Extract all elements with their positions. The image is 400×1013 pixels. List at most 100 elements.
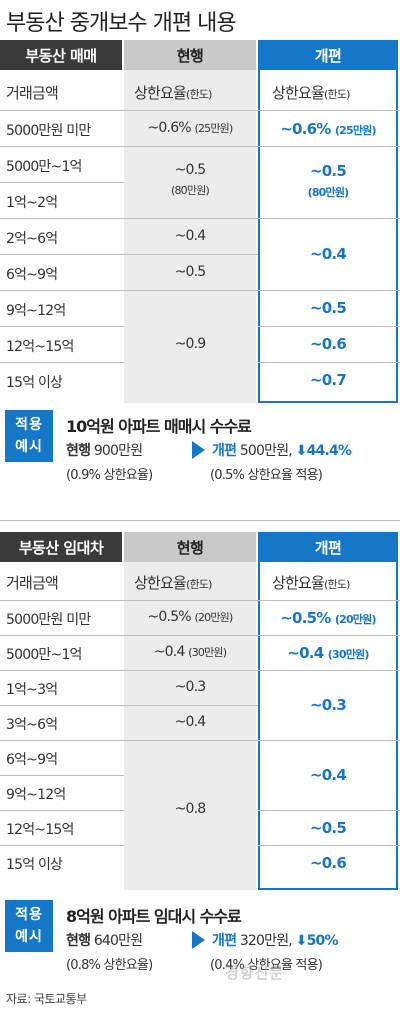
row-divider: [0, 326, 124, 327]
row-label: 5000만원 미만: [6, 612, 91, 628]
reform-rate: ~0.5: [310, 819, 347, 837]
reform-limit: (80만원): [307, 186, 350, 199]
row-label: 1억~2억: [6, 195, 58, 211]
row-label: 3억~6억: [6, 717, 58, 733]
row-label: 9억~12억: [6, 303, 66, 319]
reform-rate: ~0.5% (20만원): [280, 609, 376, 627]
arrow-right-icon: [192, 931, 205, 949]
row-divider: [0, 845, 124, 846]
row-divider: [258, 845, 400, 846]
example-reform: 개편 500만원, ⬇44.4%: [212, 443, 352, 459]
current-column-bg: [124, 70, 256, 403]
table-header-current: 현행: [124, 40, 256, 70]
down-arrow-icon: ⬇: [295, 443, 308, 459]
row-divider: [258, 810, 400, 811]
sale-example: 적용 예시 10억원 아파트 매매시 수수료 현행 900만원 개편 500만원,…: [0, 408, 400, 503]
reform-column-frame: [258, 70, 398, 403]
row-label: 15억 이상: [6, 375, 63, 391]
current-limit: (80만원): [170, 184, 210, 197]
subheader-reform: 상한요율(한도): [272, 84, 350, 102]
row-label: 9억~12억: [6, 787, 66, 803]
example-title: 10억원 아파트 매매시 수수료: [66, 417, 252, 436]
row-divider: [0, 775, 124, 776]
reform-rate: ~0.6: [310, 335, 347, 353]
reform-rate: ~0.6: [310, 854, 347, 872]
row-label: 12억~15억: [6, 339, 74, 355]
example-badge: 적용 예시: [5, 900, 53, 952]
example-badge: 적용 예시: [5, 410, 53, 462]
row-divider: [0, 254, 258, 255]
row-label: 5000만~1억: [6, 647, 82, 663]
row-divider: [258, 326, 400, 327]
section-divider: [0, 520, 400, 521]
reform-rate: ~0.4: [310, 245, 347, 263]
reform-rate: ~0.3: [310, 696, 347, 714]
row-divider: [0, 740, 400, 741]
row-divider: [0, 182, 124, 183]
current-rate: ~0.5: [174, 162, 207, 178]
example-reform: 개편 320만원, ⬇50%: [212, 933, 338, 949]
table-header-reform: 개편: [258, 40, 398, 70]
row-divider: [0, 705, 258, 706]
row-label: 15억 이상: [6, 857, 63, 873]
table-header-type: 부동산 매매: [0, 40, 124, 70]
current-rate: ~0.4: [174, 228, 207, 244]
row-label: 5000만원 미만: [6, 123, 91, 139]
lease-fee-table: 부동산 임대차 현행 개편 거래금액 상한요율(한도) 상한요율(한도) 500…: [0, 532, 400, 890]
example-reform-note: (0.5% 상한요율 적용): [210, 468, 323, 483]
source-note: 자료: 국토교통부: [6, 992, 87, 1006]
lease-example: 적용 예시 8억원 아파트 임대시 수수료 현행 640만원 개편 320만원, …: [0, 898, 400, 988]
subheader-amount: 거래금액: [6, 574, 59, 592]
current-rate: ~0.6% (25만원): [147, 120, 234, 136]
current-rate: ~0.5% (20만원): [147, 609, 234, 625]
example-title: 8억원 아파트 임대시 수수료: [66, 907, 242, 926]
row-divider: [0, 635, 400, 636]
row-label: 5000만~1억: [6, 159, 82, 175]
row-divider: [258, 362, 400, 363]
current-column-bg: [124, 562, 256, 890]
reform-column-frame: [258, 562, 398, 890]
reform-rate: ~0.5: [310, 299, 347, 317]
example-current: 현행 640만원: [66, 933, 143, 949]
current-rate: ~0.4: [174, 714, 207, 730]
row-divider: [0, 110, 400, 111]
example-current-note: (0.9% 상한요율): [66, 468, 153, 483]
arrow-right-icon: [192, 441, 205, 459]
current-rate: ~0.9: [174, 336, 207, 352]
reform-rate: ~0.4 (30만원): [287, 644, 369, 662]
reform-rate: ~0.7: [310, 371, 347, 389]
subheader-current: 상한요율(한도): [134, 574, 212, 592]
row-divider: [0, 670, 400, 671]
example-current: 현행 900만원: [66, 443, 143, 459]
current-rate: ~0.8: [174, 801, 207, 817]
row-divider: [0, 810, 124, 811]
reform-rate: ~0.4: [310, 766, 347, 784]
reform-rate: ~0.6% (25만원): [280, 120, 376, 138]
row-divider: [0, 146, 400, 147]
down-arrow-icon: ⬇: [295, 933, 308, 949]
row-divider: [0, 362, 124, 363]
current-rate: ~0.5: [174, 264, 207, 280]
row-label: 12억~15억: [6, 822, 74, 838]
row-label: 2억~6억: [6, 231, 58, 247]
reform-rate: ~0.5: [310, 162, 347, 180]
row-label: 6억~9억: [6, 267, 58, 283]
row-divider: [0, 600, 400, 601]
sale-fee-table: 부동산 매매 현행 개편 거래금액 상한요율(한도) 상한요율(한도) 5000…: [0, 40, 400, 403]
subheader-reform: 상한요율(한도): [272, 574, 350, 592]
subheader-amount: 거래금액: [6, 84, 59, 102]
page-title: 부동산 중개보수 개편 내용: [6, 11, 237, 36]
subheader-current: 상한요율(한도): [134, 84, 212, 102]
row-divider: [0, 290, 400, 291]
row-label: 1억~3억: [6, 682, 58, 698]
current-rate: ~0.3: [174, 679, 207, 695]
current-rate: ~0.4 (30만원): [153, 644, 227, 660]
table-header-type: 부동산 임대차: [0, 532, 124, 562]
row-label: 6억~9억: [6, 752, 58, 768]
table-header-current: 현행: [124, 532, 256, 562]
row-divider: [0, 218, 400, 219]
table-header-reform: 개편: [258, 532, 398, 562]
publisher-watermark: 경향신문: [225, 964, 285, 982]
example-reform-note: (0.4% 상한요율 적용): [210, 958, 323, 973]
example-current-note: (0.8% 상한요율): [66, 958, 153, 973]
